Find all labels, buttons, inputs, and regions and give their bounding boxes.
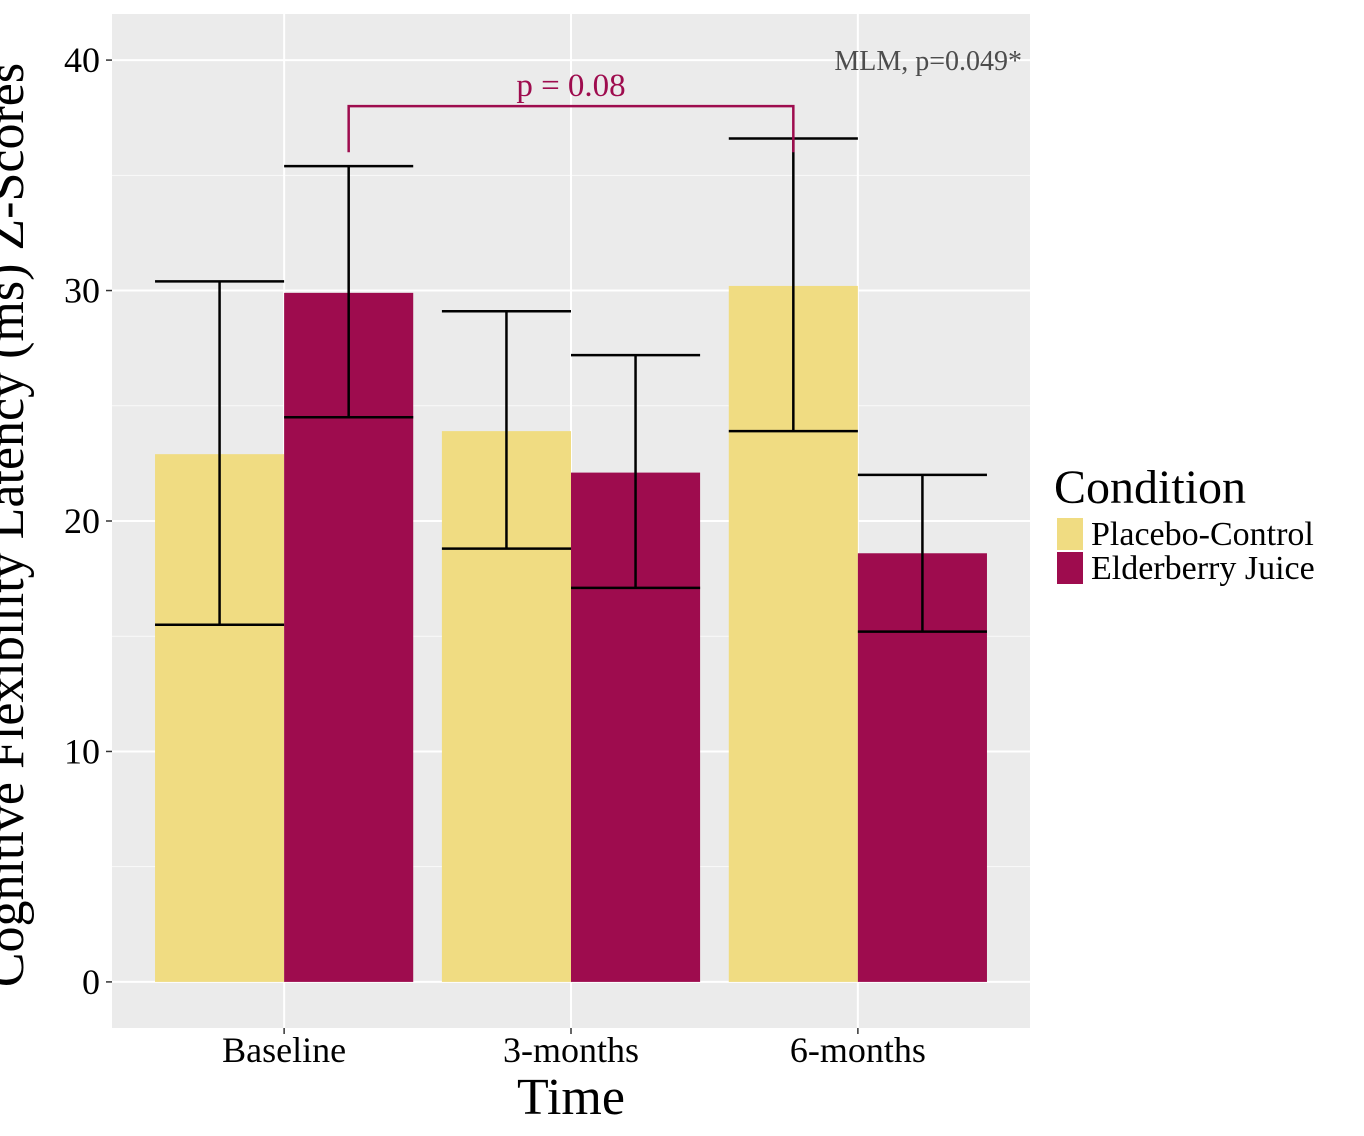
legend-swatch bbox=[1057, 518, 1083, 550]
x-axis: Baseline 3-months 6-months bbox=[222, 1028, 926, 1070]
y-tick-label: 10 bbox=[64, 731, 100, 771]
legend-label: Placebo-Control bbox=[1091, 516, 1314, 553]
y-tick-label: 30 bbox=[64, 271, 100, 311]
test-annotation: MLM, p=0.049* bbox=[834, 46, 1022, 77]
bracket-label: p = 0.08 bbox=[516, 68, 625, 104]
x-axis-label: Time bbox=[517, 1069, 625, 1126]
bars bbox=[155, 285, 987, 982]
y-axis: 0 10 20 30 40 bbox=[64, 40, 112, 1002]
significance-bracket bbox=[347, 104, 795, 153]
y-axis-label: Cognitive Flexibility Latency (ms) Z-Sco… bbox=[0, 63, 35, 987]
x-tick-label: Baseline bbox=[222, 1030, 346, 1070]
error-bars bbox=[155, 137, 987, 633]
x-tick-label: 3-months bbox=[503, 1030, 639, 1070]
legend-title: Condition bbox=[1054, 461, 1246, 514]
y-tick-label: 0 bbox=[82, 962, 100, 1002]
y-tick-label: 40 bbox=[64, 40, 100, 80]
y-tick-label: 20 bbox=[64, 501, 100, 541]
legend-swatch bbox=[1057, 552, 1083, 584]
bracket-line bbox=[347, 104, 795, 153]
legend-label: Elderberry Juice bbox=[1091, 550, 1315, 587]
x-tick-label: 6-months bbox=[790, 1030, 926, 1070]
